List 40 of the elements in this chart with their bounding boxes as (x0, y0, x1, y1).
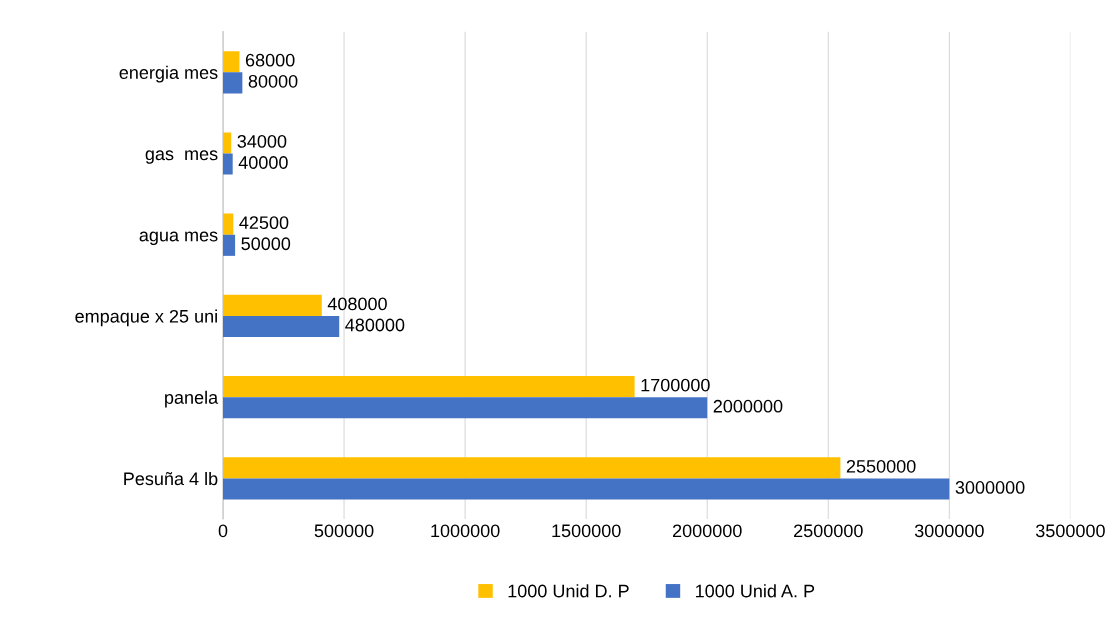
bar (223, 153, 233, 175)
bar (223, 294, 322, 316)
x-tick-label: 3500000 (1035, 524, 1105, 538)
data-label: 80000 (248, 74, 298, 88)
y-tick-label: panela (165, 390, 219, 408)
bar (223, 72, 243, 94)
x-tick-label: 500000 (314, 524, 374, 538)
bar (223, 376, 635, 398)
bar (223, 457, 841, 479)
y-tick-label: Pesuña 4 lb (124, 471, 218, 486)
y-tick-label: energia mes (119, 65, 218, 83)
y-tick-label: gas mes (145, 150, 218, 164)
x-tick-label: 1000000 (431, 524, 500, 538)
data-label: 2550000 (846, 459, 916, 473)
data-label: 42500 (239, 216, 289, 230)
bar (223, 478, 950, 500)
data-label: 480000 (345, 318, 405, 332)
x-tick-label: 3000000 (914, 524, 984, 538)
x-tick-label: 0 (218, 524, 228, 538)
data-label: 3000000 (955, 481, 1025, 494)
bar (223, 315, 340, 338)
legend-label: 1000 Unid D. P (508, 584, 629, 598)
y-tick-label: agua mes (139, 231, 218, 246)
data-label: 1700000 (641, 378, 710, 392)
bar (223, 234, 236, 256)
x-tick-label: 1500000 (552, 524, 621, 538)
bar (223, 397, 708, 419)
bar (223, 213, 234, 235)
bar (223, 51, 240, 73)
bar (223, 132, 232, 154)
x-tick-label: 2000000 (672, 524, 742, 538)
data-label: 50000 (241, 237, 291, 251)
data-label: 40000 (238, 156, 288, 169)
data-label: 2000000 (713, 399, 783, 413)
data-label: 34000 (237, 135, 287, 148)
data-label: 68000 (245, 53, 295, 67)
legend-label: 1000 Unid A. P (696, 584, 815, 598)
x-tick-label: 2500000 (794, 524, 863, 538)
y-tick-label: empaque x 25 uni (75, 309, 217, 327)
data-label: 408000 (327, 297, 387, 311)
